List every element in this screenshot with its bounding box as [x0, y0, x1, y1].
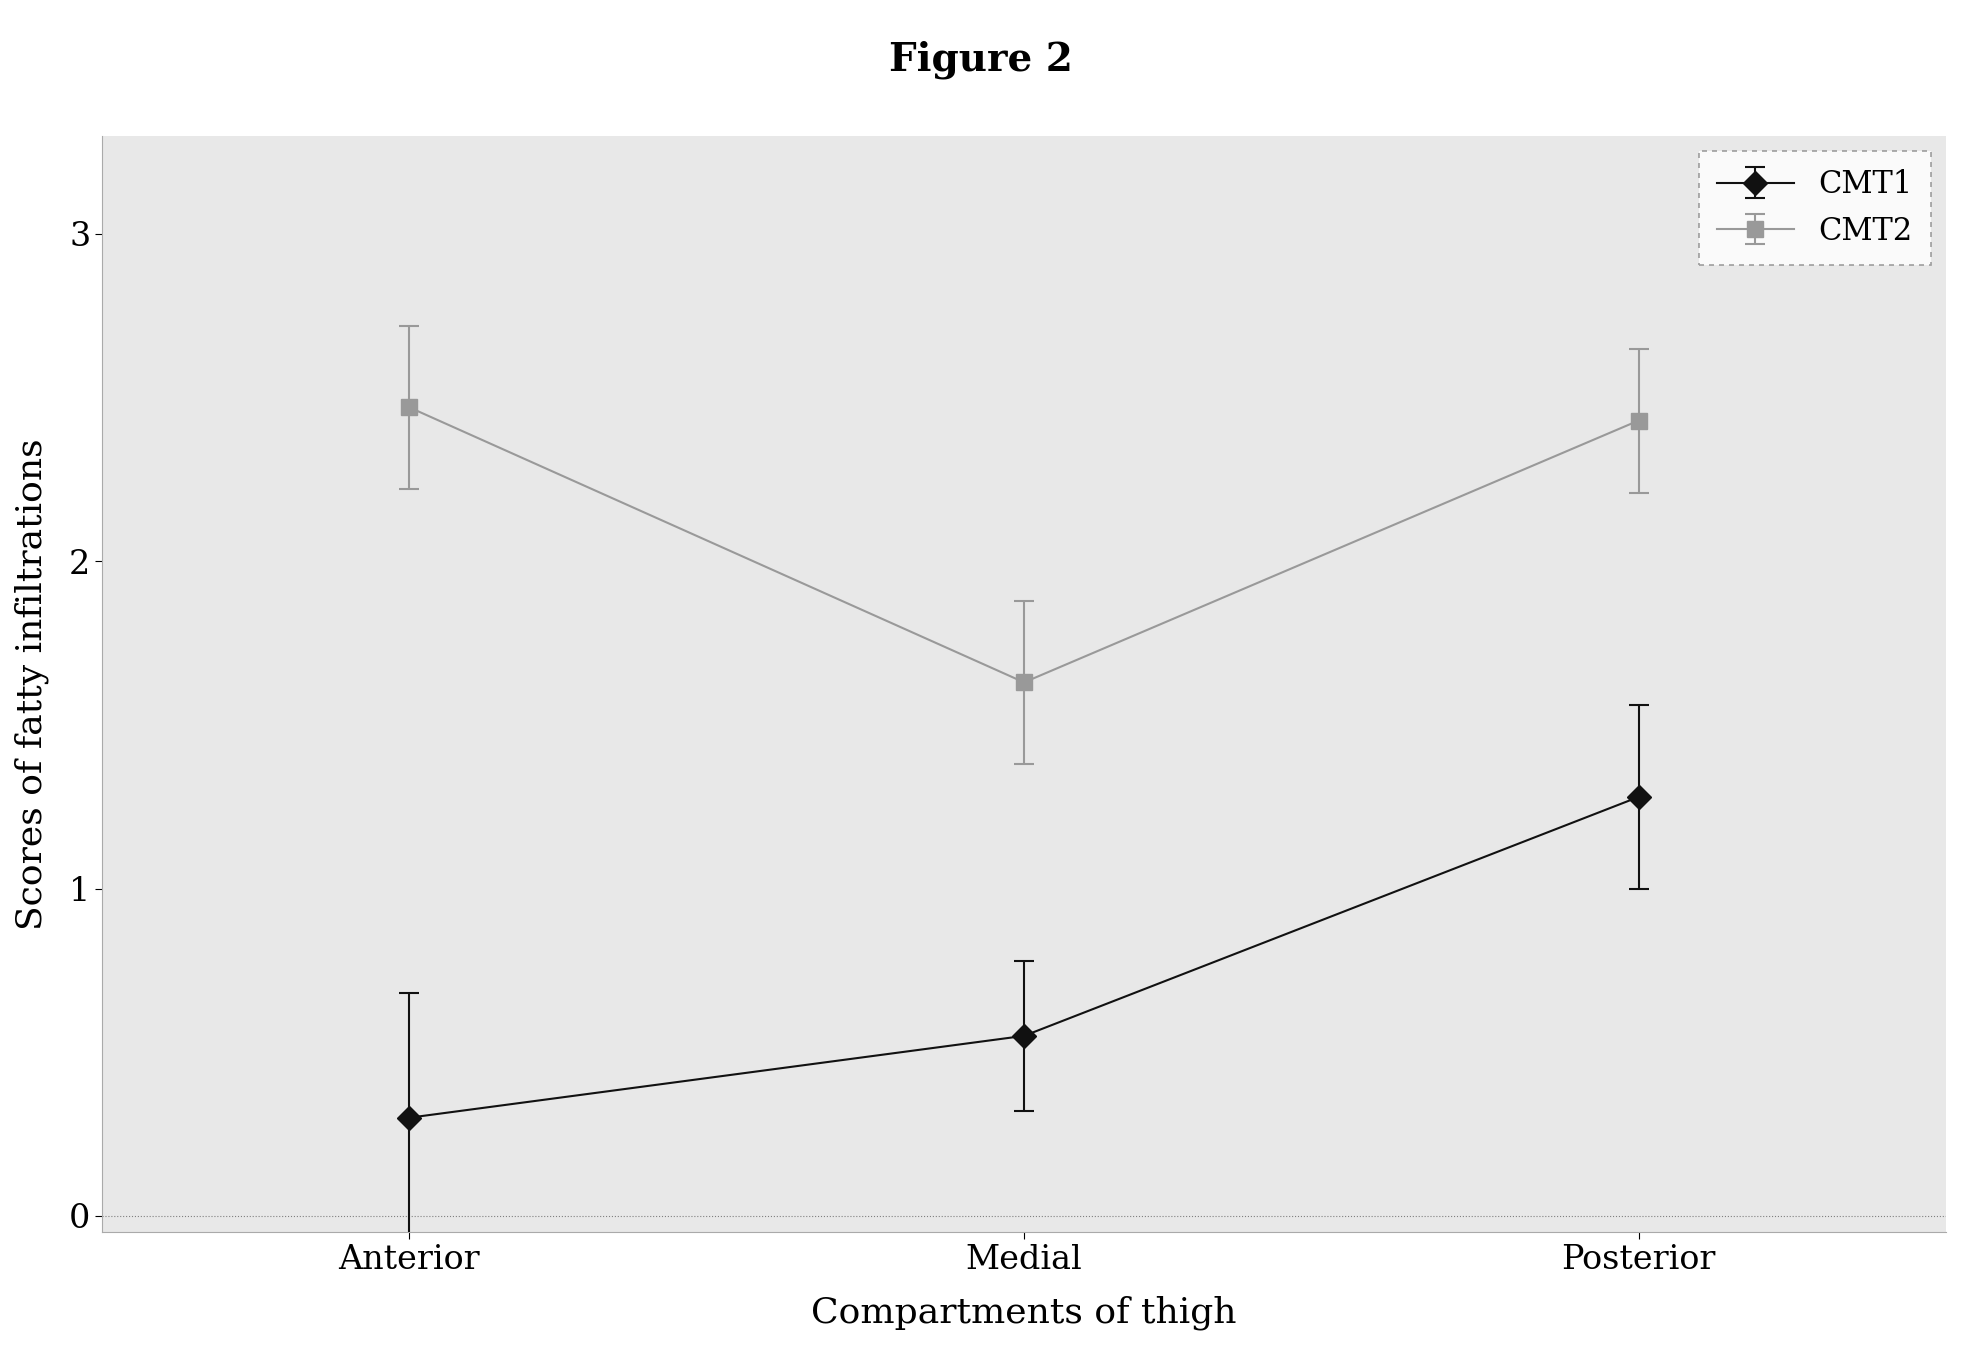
- Legend: CMT1, CMT2: CMT1, CMT2: [1698, 151, 1932, 265]
- X-axis label: Compartments of thigh: Compartments of thigh: [812, 1295, 1237, 1330]
- Text: Figure 2: Figure 2: [888, 40, 1073, 79]
- Y-axis label: Scores of fatty infiltrations: Scores of fatty infiltrations: [16, 438, 49, 929]
